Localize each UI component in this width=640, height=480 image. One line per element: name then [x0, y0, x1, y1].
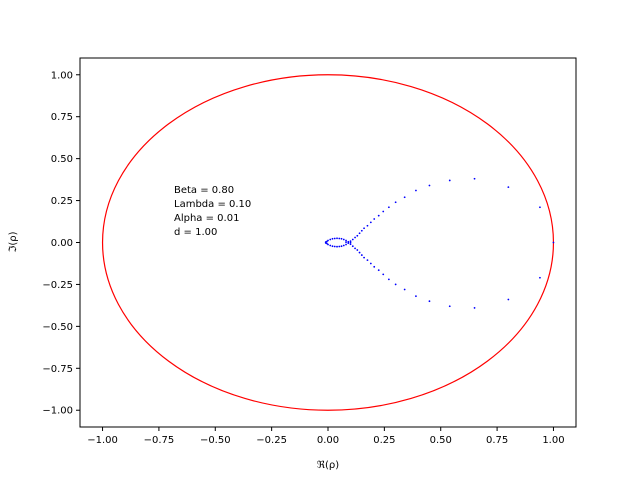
data-point: [356, 234, 359, 237]
data-point: [415, 295, 417, 298]
data-point: [358, 251, 361, 254]
data-point: [347, 240, 350, 243]
data-point: [338, 237, 341, 240]
data-point: [349, 240, 352, 243]
data-point: [345, 239, 347, 242]
data-point: [394, 283, 397, 286]
y-tick-label: 0.00: [51, 238, 73, 249]
data-point: [331, 245, 334, 248]
data-point: [331, 237, 334, 240]
x-tick-label: 0.25: [373, 435, 395, 446]
data-point: [347, 242, 350, 245]
data-point: [428, 184, 431, 187]
data-point: [394, 201, 397, 204]
data-point: [377, 269, 380, 272]
data-point: [329, 244, 332, 247]
parameter-annotation: Beta = 0.80 Lambda = 0.10 Alpha = 0.01 d = …: [174, 185, 251, 238]
y-tick-label: −0.25: [42, 280, 73, 291]
data-point: [448, 179, 451, 182]
data-point: [473, 177, 476, 180]
data-point: [366, 259, 369, 262]
x-tick-label: −1.00: [87, 435, 118, 446]
data-point: [360, 229, 363, 232]
data-point: [539, 206, 541, 209]
unit-circle: [101, 74, 555, 411]
data-point: [349, 243, 352, 246]
y-tick-label: 0.25: [51, 196, 73, 207]
data-point: [473, 307, 476, 309]
data-point: [351, 238, 354, 241]
data-point: [338, 245, 341, 248]
data-point: [342, 238, 345, 241]
data-point: [448, 305, 451, 308]
x-tick-label: −0.75: [144, 435, 175, 446]
plot-area: [101, 74, 555, 411]
data-point: [387, 278, 390, 281]
x-tick-label: 1.00: [542, 435, 564, 446]
data-point: [382, 273, 385, 276]
data-point: [342, 244, 345, 247]
y-tick-label: 0.50: [51, 154, 73, 165]
y-tick-label: 1.00: [51, 70, 73, 81]
annotation-line: Lambda = 0.10: [174, 199, 251, 210]
data-point: [329, 238, 332, 241]
y-axis-label: ℑ(ρ): [8, 231, 19, 252]
data-point: [354, 236, 356, 239]
data-point: [507, 186, 510, 189]
x-tick-label: 0.00: [317, 435, 339, 446]
annotation-line: Alpha = 0.01: [174, 213, 239, 224]
data-point: [377, 214, 380, 217]
data-point: [552, 241, 555, 244]
y-tick-label: −0.75: [42, 364, 73, 375]
x-tick-label: −0.50: [200, 435, 231, 446]
annotation-line: d = 1.00: [174, 227, 217, 238]
data-point: [369, 262, 372, 265]
x-tick-label: −0.25: [256, 435, 287, 446]
data-point: [363, 256, 365, 259]
data-point: [403, 196, 406, 199]
x-axis: −1.00 −0.75 −0.50 −0.25 0.00 0.25 0.50 0.75 1.00: [87, 427, 565, 446]
data-point: [428, 300, 431, 303]
data-point: [358, 232, 361, 235]
data-point: [351, 245, 354, 248]
data-point: [363, 227, 365, 230]
data-point: [373, 218, 376, 220]
data-point: [382, 210, 385, 213]
data-point: [345, 241, 347, 244]
data-point: [387, 206, 390, 209]
y-tick-label: −1.00: [42, 406, 73, 417]
data-point: [354, 247, 356, 250]
data-point: [333, 245, 336, 248]
data-point: [340, 245, 343, 248]
data-point: [415, 189, 417, 192]
data-point: [336, 237, 338, 240]
x-tick-label: 0.75: [486, 435, 508, 446]
data-point: [356, 249, 359, 251]
data-point: [403, 288, 406, 291]
data-point: [336, 245, 338, 248]
y-tick-label: 0.75: [51, 112, 73, 123]
data-point: [340, 237, 343, 240]
data-point: [324, 242, 327, 244]
annotation-line: Beta = 0.80: [174, 185, 234, 196]
data-point: [345, 243, 347, 246]
data-point: [539, 276, 541, 279]
data-point: [366, 224, 369, 227]
data-point: [369, 221, 372, 224]
data-point: [333, 237, 336, 240]
data-point: [360, 254, 363, 256]
y-tick-label: −0.50: [42, 322, 73, 333]
y-axis: −1.00 −0.75 −0.50 −0.25 0.00 0.25 0.50 0.75 1.00: [42, 70, 80, 417]
data-point: [507, 298, 510, 301]
x-tick-label: 0.50: [430, 435, 452, 446]
data-point: [373, 265, 376, 268]
plot-frame: [79, 57, 577, 428]
data-point: [349, 241, 352, 244]
x-axis-label: ℜ(ρ): [317, 460, 339, 471]
